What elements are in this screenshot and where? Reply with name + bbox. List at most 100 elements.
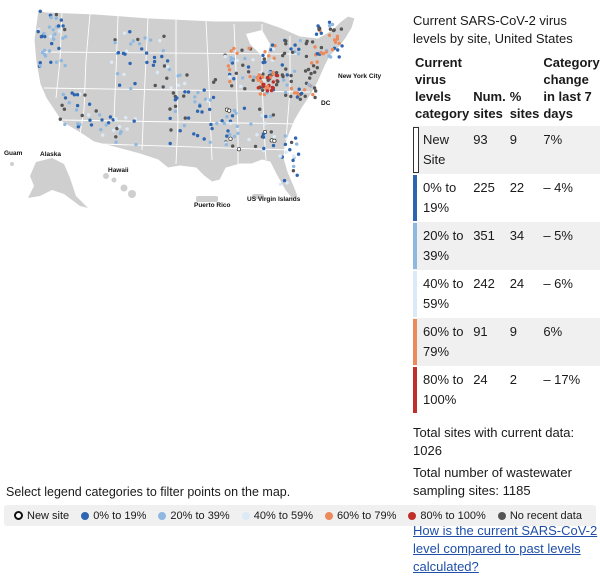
site-point[interactable] [225, 134, 229, 138]
site-point[interactable] [198, 104, 202, 108]
site-point[interactable] [193, 100, 197, 104]
methodology-link[interactable]: How is the current SARS-CoV-2 level comp… [413, 523, 598, 574]
site-point[interactable] [137, 42, 142, 46]
site-point[interactable] [133, 81, 137, 86]
site-point[interactable] [224, 142, 228, 147]
site-point[interactable] [88, 118, 92, 122]
site-point[interactable] [176, 74, 180, 78]
site-point[interactable] [152, 59, 157, 64]
site-point[interactable] [256, 78, 260, 82]
site-point[interactable] [76, 125, 81, 129]
site-point[interactable] [235, 58, 240, 63]
site-point[interactable] [122, 72, 126, 77]
site-point[interactable] [265, 84, 270, 89]
site-point[interactable] [56, 24, 61, 28]
site-point[interactable] [168, 116, 172, 121]
site-point[interactable] [271, 113, 276, 117]
site-point[interactable] [270, 43, 275, 47]
site-point[interactable] [271, 143, 276, 148]
site-point[interactable] [314, 32, 319, 36]
site-point[interactable] [283, 134, 287, 138]
site-point[interactable] [262, 79, 267, 83]
site-point[interactable] [285, 73, 289, 77]
site-point[interactable] [280, 63, 284, 67]
site-point[interactable] [165, 76, 169, 80]
site-point[interactable] [202, 88, 206, 92]
site-point[interactable] [303, 69, 308, 73]
site-point[interactable] [285, 83, 289, 87]
site-point[interactable] [121, 51, 126, 56]
site-point[interactable] [278, 154, 282, 158]
site-point[interactable] [208, 107, 212, 112]
site-point[interactable] [212, 80, 216, 84]
site-point[interactable] [211, 95, 216, 100]
site-point[interactable] [314, 89, 318, 93]
site-point[interactable] [42, 48, 47, 52]
site-point[interactable] [261, 132, 266, 136]
site-point[interactable] [128, 30, 132, 34]
site-point[interactable] [284, 39, 288, 43]
site-point[interactable] [311, 64, 316, 68]
site-point[interactable] [261, 60, 265, 65]
site-point[interactable] [315, 60, 319, 64]
site-point[interactable] [128, 61, 132, 66]
site-point[interactable] [327, 33, 332, 37]
site-point[interactable] [241, 63, 245, 67]
site-point[interactable] [296, 152, 301, 156]
site-point[interactable] [289, 140, 294, 145]
site-point[interactable] [186, 116, 191, 120]
site-point[interactable] [261, 72, 265, 76]
site-point[interactable] [215, 121, 219, 126]
site-point[interactable] [38, 61, 42, 65]
site-point[interactable] [183, 90, 187, 94]
site-point[interactable] [195, 133, 200, 138]
site-point[interactable] [246, 65, 251, 69]
site-point[interactable] [261, 53, 265, 58]
site-point[interactable] [248, 74, 252, 79]
site-point[interactable] [162, 34, 166, 38]
site-point[interactable] [100, 118, 104, 122]
site-point[interactable] [168, 107, 172, 111]
site-point[interactable] [114, 117, 118, 121]
legend-item[interactable]: No recent data [497, 510, 582, 522]
site-point[interactable] [144, 51, 149, 55]
site-point[interactable] [328, 27, 333, 31]
site-point[interactable] [270, 85, 274, 90]
site-point[interactable] [263, 50, 267, 54]
site-point[interactable] [151, 63, 156, 67]
site-point[interactable] [269, 130, 273, 134]
site-point[interactable] [282, 178, 287, 183]
site-point[interactable] [272, 135, 276, 139]
site-point[interactable] [136, 37, 140, 42]
site-point[interactable] [185, 73, 189, 77]
site-point[interactable] [117, 83, 122, 87]
site-point[interactable] [94, 109, 98, 113]
site-point[interactable] [60, 103, 64, 108]
site-point[interactable] [266, 75, 270, 80]
site-point[interactable] [131, 39, 135, 43]
site-point[interactable] [242, 106, 247, 111]
site-point[interactable] [291, 169, 296, 173]
site-point[interactable] [225, 115, 229, 119]
site-point[interactable] [101, 133, 105, 137]
site-point[interactable] [169, 128, 173, 132]
site-point[interactable] [241, 76, 245, 80]
site-point[interactable] [129, 86, 133, 91]
site-point[interactable] [124, 49, 129, 53]
site-point[interactable] [114, 140, 118, 144]
site-point[interactable] [283, 90, 288, 95]
site-point[interactable] [152, 55, 157, 60]
site-point[interactable] [289, 47, 293, 51]
site-point[interactable] [262, 146, 266, 151]
site-point[interactable] [272, 138, 277, 143]
site-point[interactable] [145, 60, 149, 65]
site-point[interactable] [155, 70, 160, 75]
site-point[interactable] [228, 132, 232, 137]
site-point[interactable] [330, 22, 335, 27]
site-point[interactable] [63, 63, 67, 68]
site-point[interactable] [228, 136, 233, 141]
site-point[interactable] [295, 142, 299, 146]
site-point[interactable] [276, 79, 280, 84]
site-point[interactable] [193, 95, 197, 99]
site-point[interactable] [289, 73, 293, 78]
